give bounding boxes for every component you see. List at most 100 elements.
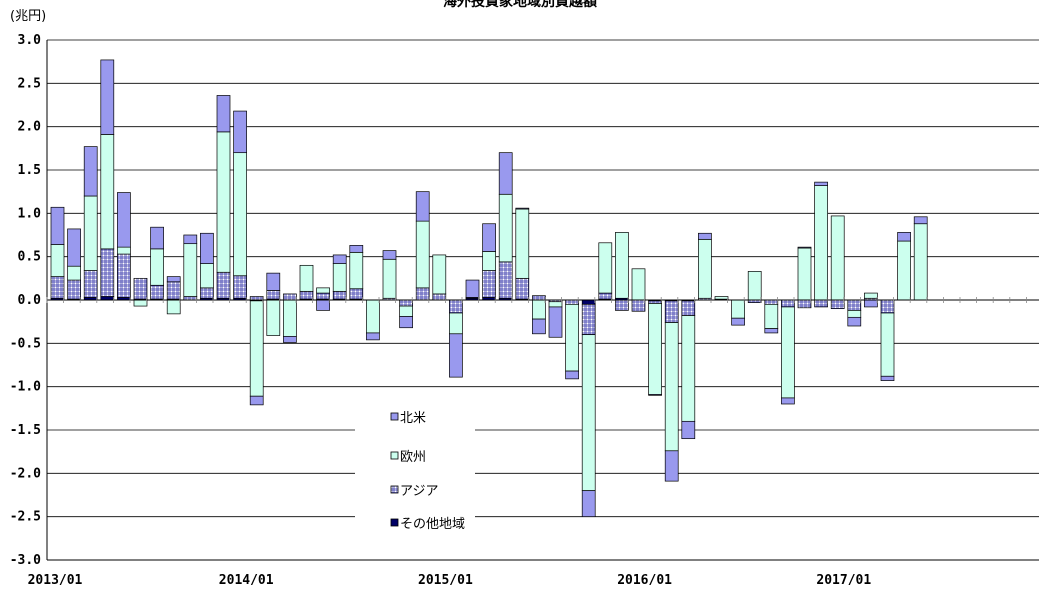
- legend-label-other: その他地域: [400, 517, 465, 532]
- y-tick-label: -3.0: [10, 553, 41, 568]
- bar-north_america: [913, 216, 928, 225]
- bar-north_america: [233, 110, 247, 154]
- bar-north_america: [415, 191, 430, 222]
- bar-europe: [150, 248, 164, 286]
- x-tick-label: 2017/01: [816, 573, 871, 588]
- x-tick-label: 2013/01: [28, 573, 83, 588]
- bar-europe: [764, 303, 779, 329]
- bar-north_america: [332, 254, 347, 264]
- bar-north_america: [83, 146, 98, 197]
- y-tick-label: 1.0: [18, 206, 42, 221]
- bars: [50, 59, 928, 518]
- bar-north_america: [67, 228, 81, 267]
- bar-asia: [415, 287, 430, 301]
- bar-north_america: [216, 95, 231, 133]
- bar-europe: [698, 238, 712, 299]
- bar-europe: [200, 263, 214, 289]
- bar-asia: [764, 299, 779, 305]
- bar-europe: [67, 265, 81, 281]
- bar-europe: [233, 152, 247, 277]
- bar-asia: [332, 290, 347, 300]
- bar-asia: [797, 299, 812, 309]
- bar-europe: [332, 263, 347, 292]
- bar-europe: [50, 244, 65, 277]
- legend-swatch-europe: [390, 451, 399, 460]
- bar-asia: [266, 290, 281, 300]
- bar-europe: [349, 251, 364, 290]
- bar-asia: [681, 300, 696, 316]
- bar-europe: [266, 299, 281, 336]
- bar-asia: [200, 287, 214, 299]
- bar-europe: [482, 251, 496, 271]
- bar-europe: [714, 296, 729, 300]
- bar-europe: [747, 271, 762, 301]
- bar-europe: [299, 264, 314, 292]
- legend-label-north-america: 北米: [400, 411, 426, 426]
- bar-asia: [482, 270, 496, 298]
- bar-north_america: [880, 375, 895, 381]
- bar-asia: [814, 299, 828, 308]
- bar-europe: [399, 305, 413, 317]
- bar-asia: [598, 292, 613, 300]
- bar-other: [100, 296, 115, 301]
- bar-north_america: [200, 232, 214, 264]
- bar-north_america: [465, 279, 480, 298]
- y-tick-label: 2.5: [18, 76, 41, 91]
- bar-asia: [233, 275, 247, 299]
- y-tick-label: -1.5: [10, 423, 41, 438]
- bar-north_america: [864, 299, 878, 308]
- x-tick-label: 2015/01: [418, 573, 473, 588]
- bar-north_america: [366, 332, 380, 341]
- bar-europe: [166, 299, 181, 315]
- bar-asia: [183, 296, 198, 301]
- bar-asia: [498, 261, 513, 299]
- bar-europe: [449, 312, 463, 335]
- x-tick-label: 2014/01: [219, 573, 274, 588]
- bar-asia: [631, 299, 646, 312]
- bar-europe: [133, 299, 148, 307]
- x-axis-ticks: 2013/01 2014/01 2015/01 2016/01 2017/01: [28, 573, 872, 588]
- bar-north_america: [515, 207, 530, 210]
- bar-europe: [631, 268, 646, 301]
- bar-asia: [449, 299, 463, 314]
- bar-asia: [67, 279, 81, 300]
- bar-europe: [432, 254, 447, 295]
- bar-europe: [814, 185, 828, 301]
- bar-north_america: [150, 226, 164, 250]
- y-tick-label: 2.0: [18, 120, 42, 135]
- bar-europe: [316, 287, 330, 294]
- bar-europe: [615, 232, 629, 299]
- bar-asia: [432, 293, 447, 301]
- y-tick-label: -0.5: [10, 336, 41, 351]
- bar-asia: [100, 248, 115, 297]
- bar-north_america: [482, 223, 496, 252]
- bar-europe: [913, 223, 928, 301]
- bar-europe: [283, 299, 297, 337]
- bar-asia: [581, 303, 596, 336]
- bar-europe: [249, 300, 264, 397]
- bar-north_america: [498, 152, 513, 195]
- bar-europe: [366, 299, 380, 334]
- y-tick-label: -1.0: [10, 380, 41, 395]
- bar-asia: [399, 299, 413, 307]
- bar-north_america: [731, 317, 745, 326]
- bar-europe: [797, 247, 812, 301]
- bar-north_america: [266, 272, 281, 291]
- bar-asia: [847, 299, 862, 311]
- bar-asia: [349, 288, 364, 300]
- y-tick-label: 0.5: [18, 250, 41, 265]
- bar-europe: [598, 242, 613, 294]
- y-axis-ticks: 3.0 2.5 2.0 1.5 1.0 0.5 0.0 -0.5 -1.0 -1.5 -2.0 -2.…: [10, 33, 41, 568]
- bar-asia: [83, 270, 98, 298]
- bar-europe: [532, 299, 546, 320]
- legend-swatch-asia: [390, 485, 399, 494]
- bar-asia: [515, 277, 530, 300]
- bar-europe: [648, 303, 662, 395]
- y-tick-label: 3.0: [18, 33, 42, 48]
- bar-north_america: [648, 394, 662, 396]
- bar-europe: [830, 215, 845, 301]
- bar-north_america: [316, 299, 330, 311]
- bar-asia: [150, 284, 164, 300]
- bar-north_america: [764, 328, 779, 334]
